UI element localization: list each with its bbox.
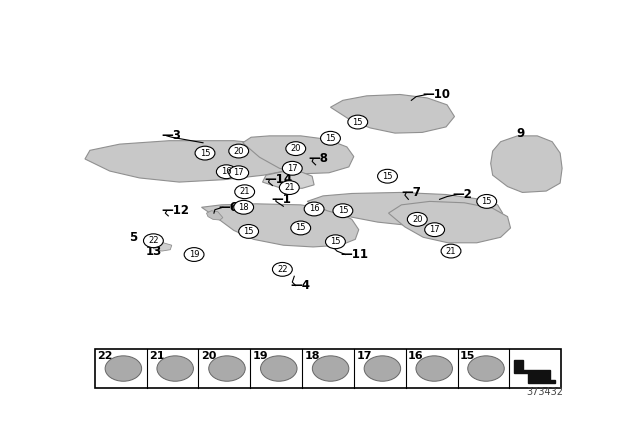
- Text: 22: 22: [97, 352, 113, 362]
- Circle shape: [195, 146, 215, 160]
- Text: 17: 17: [287, 164, 298, 173]
- Text: 15: 15: [296, 224, 306, 233]
- Circle shape: [209, 356, 245, 381]
- Circle shape: [408, 212, 428, 226]
- Circle shape: [184, 248, 204, 262]
- Text: 20: 20: [291, 144, 301, 153]
- Text: 20: 20: [412, 215, 422, 224]
- Polygon shape: [85, 141, 306, 182]
- Text: 18: 18: [305, 352, 320, 362]
- Text: 21: 21: [284, 183, 294, 192]
- Circle shape: [291, 221, 310, 235]
- Text: 20: 20: [234, 146, 244, 155]
- Text: 18: 18: [238, 203, 249, 212]
- Circle shape: [105, 356, 141, 381]
- Circle shape: [235, 185, 255, 198]
- Polygon shape: [243, 136, 354, 174]
- Text: 9: 9: [516, 127, 525, 140]
- Text: 15: 15: [353, 117, 363, 127]
- Text: 21: 21: [445, 246, 456, 255]
- Circle shape: [304, 202, 324, 216]
- Text: 13: 13: [145, 245, 161, 258]
- Text: 19: 19: [253, 352, 268, 362]
- Text: 17: 17: [234, 168, 244, 177]
- Text: 22: 22: [277, 265, 287, 274]
- Circle shape: [229, 166, 248, 180]
- Text: 21: 21: [149, 352, 164, 362]
- Circle shape: [364, 356, 401, 381]
- Polygon shape: [330, 95, 454, 133]
- Text: —8: —8: [308, 152, 328, 165]
- Text: 15: 15: [325, 134, 336, 143]
- Circle shape: [333, 204, 353, 218]
- Circle shape: [216, 165, 236, 179]
- Text: —10: —10: [422, 88, 451, 101]
- Text: —14: —14: [264, 173, 292, 186]
- Polygon shape: [207, 211, 223, 220]
- Polygon shape: [154, 243, 172, 251]
- Text: 15: 15: [481, 197, 492, 206]
- Text: 21: 21: [239, 187, 250, 196]
- Text: 16: 16: [221, 167, 232, 176]
- Text: —3: —3: [162, 129, 182, 142]
- Polygon shape: [202, 204, 359, 247]
- Text: 22: 22: [148, 236, 159, 245]
- Circle shape: [239, 224, 259, 238]
- Text: 16: 16: [408, 352, 424, 362]
- Circle shape: [260, 356, 297, 381]
- Circle shape: [425, 223, 445, 237]
- Text: —7: —7: [401, 186, 421, 199]
- Polygon shape: [491, 136, 562, 193]
- Circle shape: [286, 142, 306, 155]
- Circle shape: [468, 356, 504, 381]
- Circle shape: [143, 234, 163, 248]
- FancyBboxPatch shape: [95, 349, 561, 388]
- Text: 15: 15: [330, 237, 340, 246]
- Text: 17: 17: [356, 352, 372, 362]
- Text: 16: 16: [308, 204, 319, 214]
- Circle shape: [234, 200, 253, 214]
- Text: 15: 15: [382, 172, 393, 181]
- Text: —11: —11: [340, 248, 369, 261]
- Circle shape: [441, 244, 461, 258]
- Circle shape: [416, 356, 452, 381]
- Text: —2: —2: [452, 188, 472, 201]
- Circle shape: [348, 115, 368, 129]
- Polygon shape: [307, 193, 502, 227]
- Circle shape: [157, 356, 193, 381]
- Text: —4: —4: [291, 279, 311, 292]
- Polygon shape: [262, 172, 314, 188]
- Circle shape: [321, 131, 340, 145]
- Circle shape: [312, 356, 349, 381]
- Polygon shape: [515, 360, 555, 383]
- Circle shape: [378, 169, 397, 183]
- Circle shape: [229, 144, 248, 158]
- Text: 17: 17: [429, 225, 440, 234]
- Text: 15: 15: [338, 206, 348, 215]
- Text: 15: 15: [200, 149, 211, 158]
- Text: —1: —1: [271, 193, 291, 206]
- Polygon shape: [388, 202, 511, 243]
- Text: —6: —6: [218, 201, 238, 214]
- Circle shape: [477, 194, 497, 208]
- Text: 373432: 373432: [527, 387, 564, 397]
- Text: 15: 15: [460, 352, 476, 362]
- Circle shape: [282, 161, 302, 175]
- Text: —12: —12: [162, 204, 190, 217]
- Circle shape: [326, 235, 346, 249]
- Text: 15: 15: [243, 227, 254, 236]
- Circle shape: [273, 263, 292, 276]
- Text: 20: 20: [201, 352, 216, 362]
- Text: 5: 5: [129, 231, 138, 244]
- Text: 19: 19: [189, 250, 199, 259]
- Circle shape: [280, 181, 300, 194]
